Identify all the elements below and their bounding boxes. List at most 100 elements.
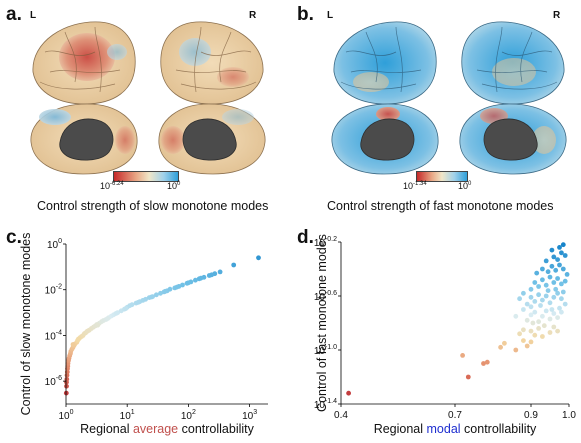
x-axis-label-highlight-d: modal — [427, 422, 461, 436]
data-point — [545, 269, 551, 275]
data-point — [538, 303, 543, 308]
data-point — [528, 312, 534, 318]
data-point — [532, 299, 538, 304]
data-point — [524, 301, 530, 307]
x-axis-label-c: Regional average controllability — [80, 422, 254, 436]
data-point — [70, 342, 76, 347]
data-point — [186, 280, 191, 286]
data-point — [564, 272, 570, 277]
data-point — [547, 274, 553, 280]
data-point — [85, 328, 91, 334]
brain-lateral-right-a — [160, 21, 264, 105]
data-point — [123, 306, 129, 311]
x-ticks-c: 100 101 102 103 — [58, 404, 257, 422]
data-point — [536, 292, 541, 298]
data-point — [553, 286, 559, 292]
data-point — [559, 296, 564, 302]
data-point — [465, 374, 471, 380]
brain-medial-right-b — [459, 103, 567, 175]
tick-label: 0.7 — [448, 410, 462, 421]
data-point — [180, 282, 185, 288]
data-point — [551, 311, 557, 316]
data-point — [460, 353, 465, 358]
data-point — [543, 258, 549, 264]
data-point — [517, 296, 522, 302]
data-point — [528, 286, 534, 292]
data-point — [521, 338, 526, 343]
data-point — [149, 294, 154, 300]
data-point — [484, 359, 490, 365]
brain-lateral-left-a — [32, 21, 136, 105]
y-ticks-c: 10-6 10-4 10-2 100 — [45, 238, 66, 388]
data-point — [557, 262, 562, 268]
tick-label: 10-6 — [45, 375, 62, 388]
data-point — [549, 247, 555, 253]
data-point — [129, 302, 135, 308]
data-point — [114, 310, 120, 316]
data-point — [532, 332, 538, 338]
data-point — [553, 267, 559, 273]
x-axis-label-highlight-c: average — [133, 422, 178, 436]
panel-letter-d: d. — [297, 227, 314, 248]
panel-letter-b: b. — [297, 4, 314, 25]
data-point — [551, 294, 557, 300]
data-point — [562, 301, 568, 307]
data-point — [530, 320, 536, 326]
data-point — [540, 266, 545, 272]
data-point — [543, 282, 549, 288]
data-point — [64, 383, 69, 389]
data-point — [174, 284, 180, 290]
data-point — [209, 272, 215, 278]
data-point — [536, 319, 541, 325]
right-hemisphere-tag-b: R — [553, 10, 561, 21]
brain-medial-left-a — [30, 103, 138, 175]
tick-label: 10-1.0 — [314, 344, 337, 357]
scatter-points-c — [63, 255, 261, 396]
brain-surface-figure-a — [30, 21, 266, 175]
data-point — [555, 257, 560, 262]
tick-label: 10-1.4 — [314, 398, 337, 411]
tick-label: 10-0.2 — [314, 236, 337, 249]
data-point — [521, 290, 526, 296]
data-point — [481, 361, 486, 366]
brain-lateral-right-b — [461, 21, 565, 105]
data-point — [541, 323, 547, 329]
data-point — [559, 250, 564, 256]
panel-letter-c: c. — [6, 227, 22, 248]
y-axis-label-c: Control of slow monotone modes — [19, 233, 33, 416]
data-point — [167, 286, 173, 292]
data-point — [143, 296, 149, 302]
data-point — [532, 280, 538, 285]
caption-b: Control strength of fast monotone modes — [327, 199, 554, 213]
colorbar-min-label-a: 10-6.24 — [100, 181, 124, 191]
data-point — [555, 276, 560, 281]
data-point — [559, 309, 564, 315]
data-point — [560, 289, 566, 295]
colorbar-min-label-b: 10-1.34 — [403, 181, 427, 191]
data-point — [528, 304, 534, 310]
data-point — [555, 290, 560, 296]
tick-label: 0.9 — [524, 410, 538, 421]
data-point — [193, 277, 198, 283]
data-point — [547, 300, 553, 306]
data-point — [95, 322, 101, 328]
data-point — [560, 242, 566, 248]
data-point — [540, 334, 545, 339]
tick-label: 100 — [58, 409, 73, 422]
data-point — [76, 336, 81, 342]
brain-surface-figure-b — [331, 21, 567, 175]
data-point — [551, 254, 557, 260]
data-point — [513, 313, 519, 319]
data-point — [540, 277, 545, 283]
data-point — [528, 339, 534, 345]
tick-label: 0.4 — [334, 410, 348, 421]
data-point — [198, 275, 204, 281]
data-point — [532, 309, 538, 315]
caption-a: Control strength of slow monotone modes — [37, 199, 269, 213]
data-point — [513, 347, 519, 353]
y-ticks-d: 10-0.2 10-0.6 10-1.0 10-1.4 — [314, 236, 341, 411]
tick-label: 101 — [120, 409, 135, 422]
data-point — [562, 253, 568, 258]
data-point — [517, 331, 522, 337]
data-point — [162, 288, 168, 294]
